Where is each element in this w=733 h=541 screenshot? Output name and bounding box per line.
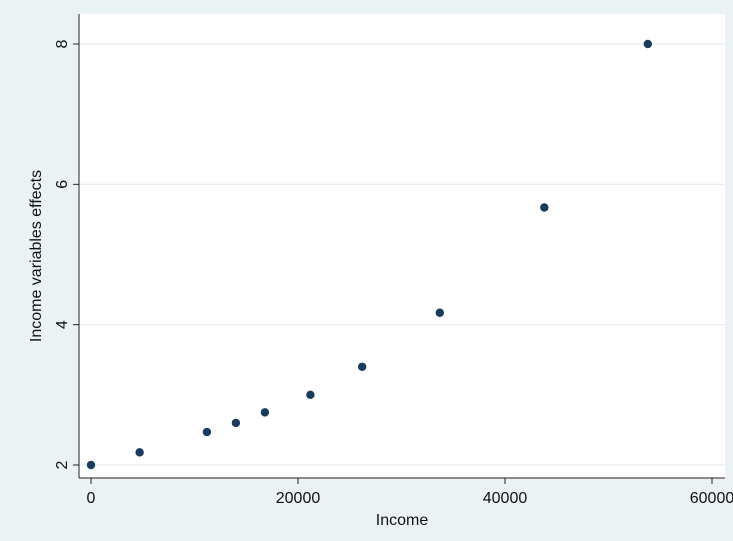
y-tick-label: 8: [54, 39, 71, 48]
data-point: [86, 460, 96, 470]
y-tick-label: 4: [54, 320, 71, 329]
x-tick-label: 40000: [483, 490, 528, 507]
y-axis-title: Income variables effects: [28, 170, 45, 342]
data-point: [540, 203, 549, 212]
data-point: [135, 448, 144, 457]
x-tick-label: 0: [87, 490, 96, 507]
data-point: [435, 308, 444, 317]
data-point: [306, 390, 315, 400]
data-point: [202, 427, 212, 437]
x-tick-label: 60000: [690, 490, 733, 507]
x-axis-title: Income: [376, 512, 429, 529]
data-points: [86, 39, 653, 470]
data-point: [357, 362, 367, 371]
y-tick-label: 2: [54, 460, 71, 469]
data-point: [231, 418, 241, 428]
x-axis-ticks: 0 20000 40000 60000: [87, 478, 733, 507]
data-point: [643, 39, 653, 49]
x-tick-label: 20000: [276, 490, 321, 507]
grid-lines: [79, 43, 725, 466]
plot-area: [79, 14, 725, 478]
y-tick-label: 6: [54, 180, 71, 189]
y-axis-ticks: 2 4 6 8: [54, 39, 79, 469]
data-point: [260, 408, 270, 417]
